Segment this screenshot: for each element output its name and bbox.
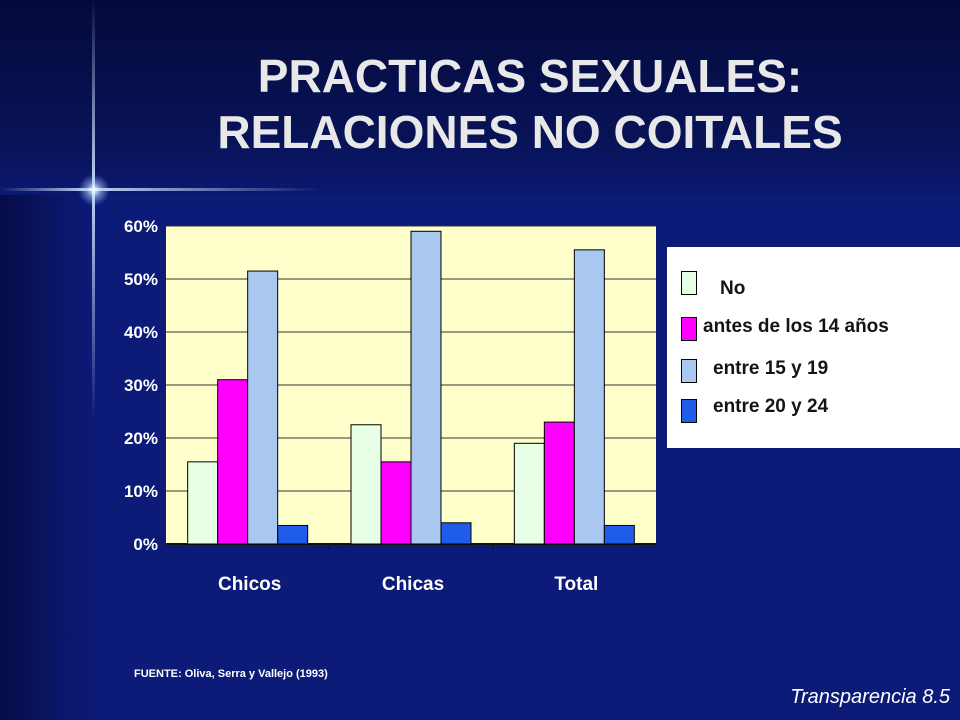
legend-swatch-15-19	[681, 359, 697, 383]
legend-label: No	[720, 278, 746, 299]
light-flare-center	[78, 174, 110, 206]
bar	[440, 522, 472, 545]
slide-title-line-1: PRACTICAS SEXUALES:	[257, 50, 803, 102]
bar	[247, 270, 279, 545]
x-axis: Chicos Chicas Total	[218, 574, 598, 595]
legend-label: entre 20 y 24	[713, 396, 829, 417]
bar	[573, 249, 605, 545]
bar	[513, 442, 545, 545]
bar	[410, 230, 442, 545]
slide-title-line-2: RELACIONES NO COITALES	[217, 106, 843, 158]
y-tick-label: 10%	[124, 482, 158, 501]
bars	[187, 230, 635, 550]
bar	[187, 461, 219, 545]
legend-swatch-no	[681, 271, 697, 295]
y-tick-label: 20%	[124, 429, 158, 448]
bar	[380, 461, 412, 545]
bar	[350, 424, 382, 545]
source-note: FUENTE: Oliva, Serra y Vallejo (1993)	[134, 668, 328, 680]
y-tick-label: 30%	[124, 376, 158, 395]
x-category-label: Total	[554, 574, 598, 595]
bar	[217, 379, 249, 545]
light-flare-vertical	[92, 0, 95, 420]
background-top-shade	[0, 0, 960, 195]
legend-label: antes de los 14 años	[703, 316, 889, 337]
chart-legend: No antes de los 14 años entre 15 y 19 en…	[667, 247, 960, 448]
slide-number: Transparencia 8.5	[790, 686, 950, 708]
y-tick-label: 40%	[124, 323, 158, 342]
slide-title: PRACTICAS SEXUALES: RELACIONES NO COITAL…	[110, 48, 950, 160]
y-tick-label: 0%	[133, 535, 158, 554]
legend-swatch-antes	[681, 317, 697, 341]
x-category-label: Chicos	[218, 574, 281, 595]
bar	[603, 524, 635, 545]
legend-label: entre 15 y 19	[713, 358, 829, 379]
bar	[543, 421, 575, 545]
light-flare-horizontal	[0, 188, 320, 191]
y-tick-label: 50%	[124, 270, 158, 289]
x-category-label: Chicas	[382, 574, 444, 595]
y-tick-label: 60%	[124, 217, 158, 236]
bar	[277, 524, 309, 545]
legend-swatch-20-24	[681, 399, 697, 423]
y-axis: 0% 10% 20% 30% 40% 50% 60%	[124, 217, 158, 554]
